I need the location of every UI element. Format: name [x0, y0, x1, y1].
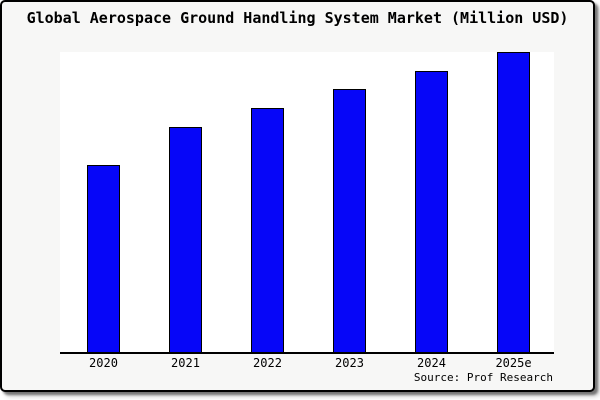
- x-tick-label-2022: 2022: [253, 356, 282, 370]
- bar-2025e: [497, 52, 530, 352]
- chart-title: Global Aerospace Ground Handling System …: [26, 9, 569, 27]
- x-tick-label-2021: 2021: [171, 356, 200, 370]
- bar-2020: [87, 165, 120, 352]
- bar-2021: [169, 127, 202, 352]
- plot-area: [60, 52, 554, 354]
- x-tick-label-2025e: 2025e: [495, 356, 532, 370]
- x-tick-label-2024: 2024: [417, 356, 446, 370]
- x-tick-label-2020: 2020: [89, 356, 118, 370]
- x-tick-label-2023: 2023: [335, 356, 364, 370]
- bar-2023: [333, 89, 366, 352]
- bar-2024: [415, 71, 448, 352]
- source-credit: Source: Prof Research: [413, 371, 553, 384]
- bar-2022: [251, 108, 284, 352]
- chart-frame: Global Aerospace Ground Handling System …: [0, 0, 595, 392]
- x-axis-labels: 2020 2021 2022 2023 2024 2025e: [60, 356, 554, 372]
